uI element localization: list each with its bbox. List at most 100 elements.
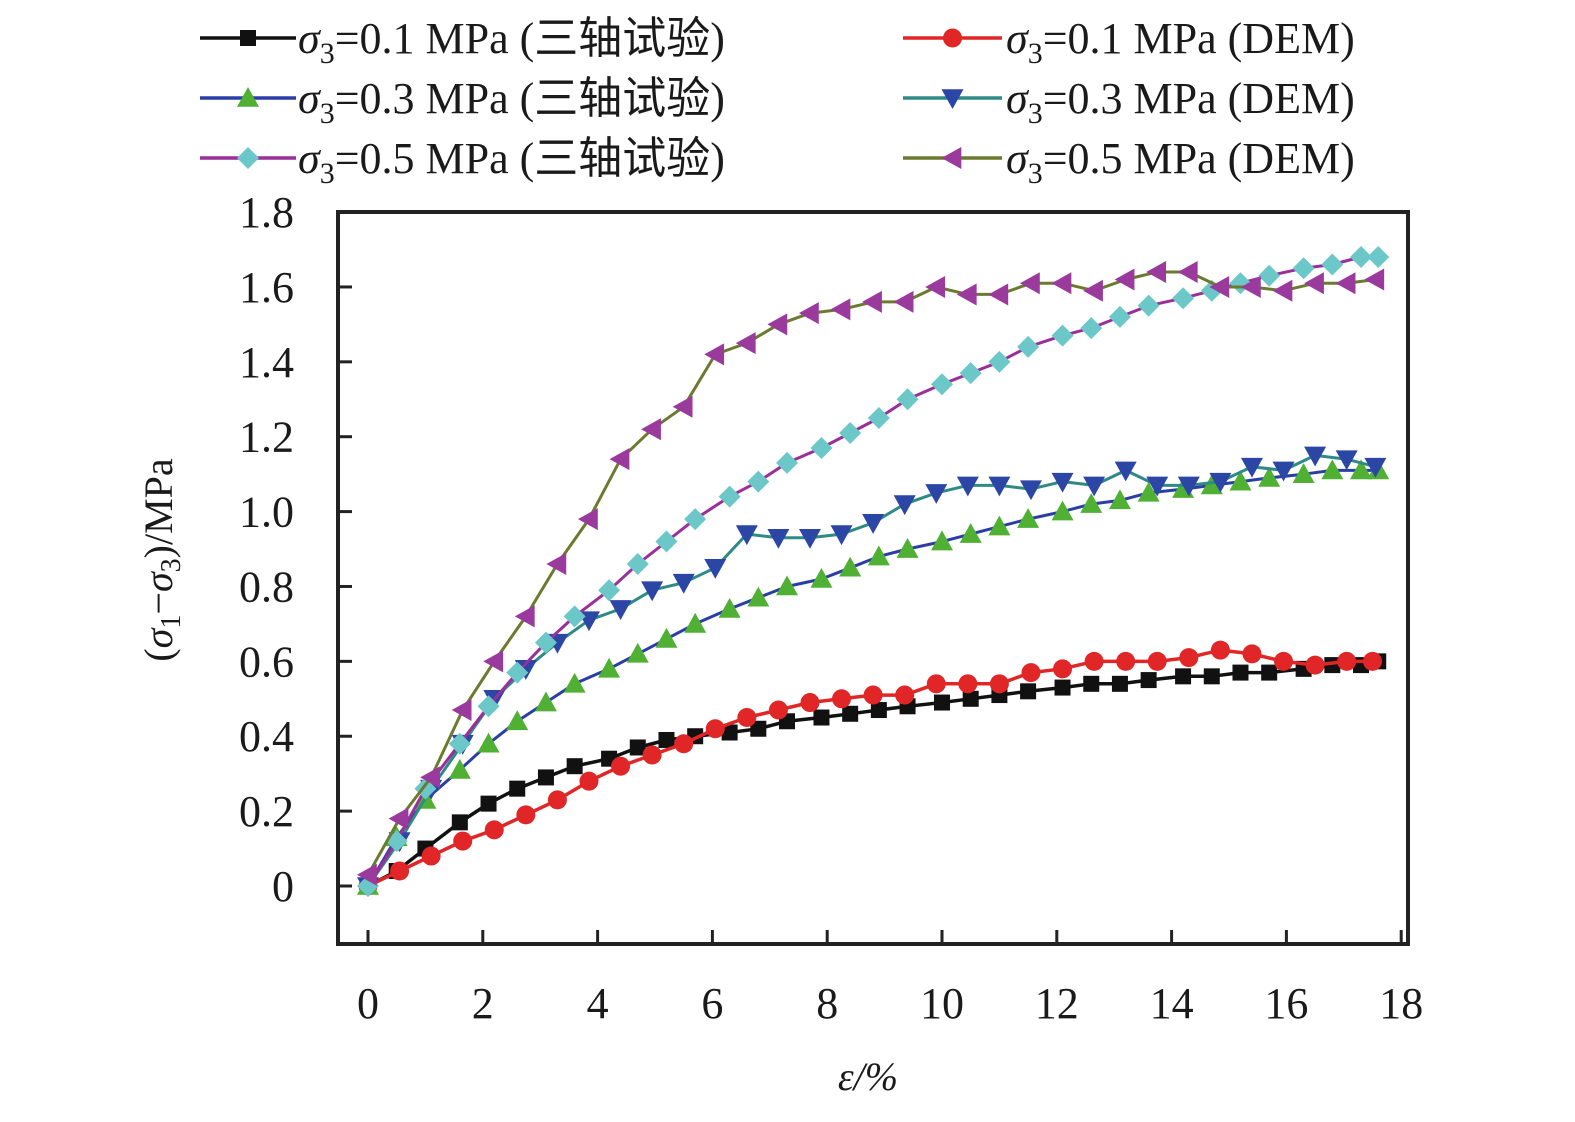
data-point [776, 451, 799, 474]
data-point [1017, 508, 1040, 528]
data-point [896, 538, 919, 558]
y-tick-label: 0 [272, 862, 294, 911]
data-point [705, 719, 725, 739]
data-point [1292, 463, 1315, 483]
series-6 [357, 260, 1385, 886]
data-point [1054, 679, 1071, 696]
data-point [1146, 260, 1167, 283]
data-point [737, 708, 757, 728]
legend-marker [240, 30, 256, 46]
data-point [1111, 675, 1128, 692]
data-point [1364, 457, 1387, 478]
data-point [1335, 272, 1356, 295]
data-point [566, 758, 583, 775]
data-point [1083, 675, 1100, 692]
data-point [1321, 459, 1344, 480]
data-point [448, 732, 471, 755]
series-layer [357, 246, 1390, 897]
data-point [931, 530, 953, 551]
y-tick-label: 1.0 [239, 488, 294, 537]
data-point [1051, 500, 1074, 521]
data-point [1200, 474, 1223, 495]
data-point [934, 694, 950, 711]
data-point [989, 674, 1009, 694]
data-point [832, 689, 852, 709]
legend-item: σ3=0.3 MPa (DEM) [903, 74, 1355, 130]
data-point [1272, 279, 1293, 302]
data-point [1140, 672, 1157, 689]
data-point [735, 525, 758, 546]
data-point [988, 283, 1009, 306]
data-point [451, 699, 472, 722]
data-point [1229, 470, 1252, 491]
data-point [926, 674, 946, 694]
data-point [1080, 317, 1103, 340]
data-point [959, 523, 982, 543]
data-point [1258, 466, 1281, 487]
data-point [609, 600, 632, 620]
y-tick-label: 0.6 [239, 637, 294, 686]
data-point [658, 731, 675, 748]
data-point [609, 448, 630, 471]
y-tick-label: 1.8 [239, 188, 294, 237]
data-point [839, 421, 862, 444]
data-point [1116, 651, 1136, 671]
legend-item: σ3=0.1 MPa (三轴试验) [200, 14, 725, 70]
legend-label: σ3=0.3 MPa (三轴试验) [298, 74, 725, 130]
legend-marker [941, 89, 964, 109]
data-point [563, 672, 586, 693]
data-point [718, 485, 741, 508]
x-tick-label: 18 [1379, 979, 1423, 1028]
data-point [1177, 476, 1200, 497]
data-point [1232, 664, 1249, 681]
data-point [655, 530, 678, 553]
data-point [514, 605, 535, 628]
y-title-open: ( [136, 648, 181, 661]
series-line [367, 648, 1373, 888]
data-point [956, 476, 979, 497]
y-axis: 0 0.2 0.4 0.6 0.8 1.0 1.2 1.4 1.6 1.8 [239, 188, 352, 911]
data-point [642, 745, 662, 765]
data-point [509, 780, 526, 797]
data-point [988, 350, 1011, 373]
data-point [1108, 305, 1131, 328]
y-axis-title: (σ1−σ3)/MPa [136, 458, 187, 662]
data-point [768, 700, 788, 720]
legend-item: σ3=0.3 MPa (三轴试验) [200, 74, 725, 130]
data-point [721, 724, 738, 741]
data-point [925, 275, 946, 298]
data-point [1274, 651, 1294, 671]
data-point [893, 290, 914, 313]
data-point [1258, 264, 1281, 287]
data-point [672, 395, 693, 418]
data-point [704, 343, 725, 366]
data-point [1364, 268, 1385, 291]
data-point [958, 674, 978, 694]
y-title-close: )/MPa [136, 458, 181, 558]
data-point [1083, 279, 1103, 302]
data-point [798, 302, 819, 325]
series-2 [358, 640, 1382, 896]
data-point [506, 710, 529, 731]
legend-label: σ3=0.5 MPa (DEM) [1006, 134, 1355, 190]
data-point [988, 476, 1011, 497]
data-point [579, 771, 599, 791]
data-point [1084, 651, 1104, 671]
data-point [870, 702, 887, 719]
data-point [896, 388, 919, 411]
data-point [988, 515, 1011, 536]
x-tick-label: 16 [1264, 979, 1308, 1028]
data-point [800, 693, 820, 713]
data-point [1209, 275, 1230, 298]
data-point [895, 685, 915, 705]
data-point [718, 597, 741, 618]
data-point [626, 642, 649, 663]
legend-item: σ3=0.5 MPa (三轴试验) [200, 134, 725, 190]
data-point [448, 758, 471, 779]
data-point [1177, 260, 1198, 283]
data-point [626, 553, 649, 576]
data-point [1335, 450, 1358, 471]
data-point [611, 756, 631, 776]
y-tick-label: 1.6 [239, 263, 294, 312]
